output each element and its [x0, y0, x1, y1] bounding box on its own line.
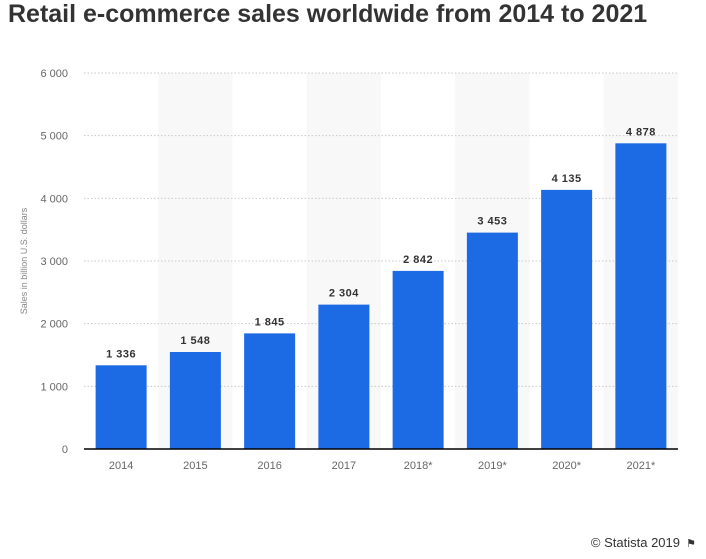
data-label: 3 453: [477, 216, 507, 228]
y-tick-label: 2 000: [40, 319, 68, 331]
data-label: 2 842: [403, 254, 433, 266]
x-tick-label: 2017: [332, 460, 356, 472]
data-label: 1 845: [255, 316, 285, 328]
data-label: 4 878: [626, 126, 656, 138]
x-tick-label: 2016: [257, 460, 281, 472]
source-credit[interactable]: © Statista 2019: [590, 535, 680, 550]
chart-title: Retail e-commerce sales worldwide from 2…: [8, 0, 648, 28]
bar: [95, 365, 147, 449]
data-label: 4 135: [552, 173, 582, 185]
y-tick-label: 1 000: [40, 381, 68, 393]
bar: [615, 143, 667, 449]
y-axis-label: Sales in billion U.S. dollars: [19, 207, 29, 314]
bar-chart: 0 1 000 2 000 3 000 4 000 5 000 6 000 Sales in …: [19, 68, 678, 472]
flag-icon[interactable]: ⚑: [686, 538, 696, 550]
data-label: 2 304: [329, 288, 359, 300]
bar: [169, 351, 221, 449]
bar: [392, 270, 444, 449]
x-tick-label: 2018*: [404, 460, 433, 472]
data-label: 1 548: [180, 335, 210, 347]
x-tick-label: 2021*: [626, 460, 655, 472]
x-tick-label: 2014: [109, 460, 133, 472]
bar: [318, 304, 370, 449]
y-tick-label: 3 000: [40, 256, 68, 268]
x-tick-label: 2015: [183, 460, 207, 472]
bar: [466, 232, 518, 449]
bar: [244, 333, 296, 449]
y-tick-label: 0: [62, 444, 68, 456]
y-tick-label: 6 000: [40, 68, 68, 80]
bar: [541, 189, 593, 449]
y-tick-label: 4 000: [40, 193, 68, 205]
x-tick-label: 2019*: [478, 460, 507, 472]
data-label: 1 336: [106, 348, 136, 360]
x-tick-label: 2020*: [552, 460, 581, 472]
y-tick-label: 5 000: [40, 131, 68, 143]
